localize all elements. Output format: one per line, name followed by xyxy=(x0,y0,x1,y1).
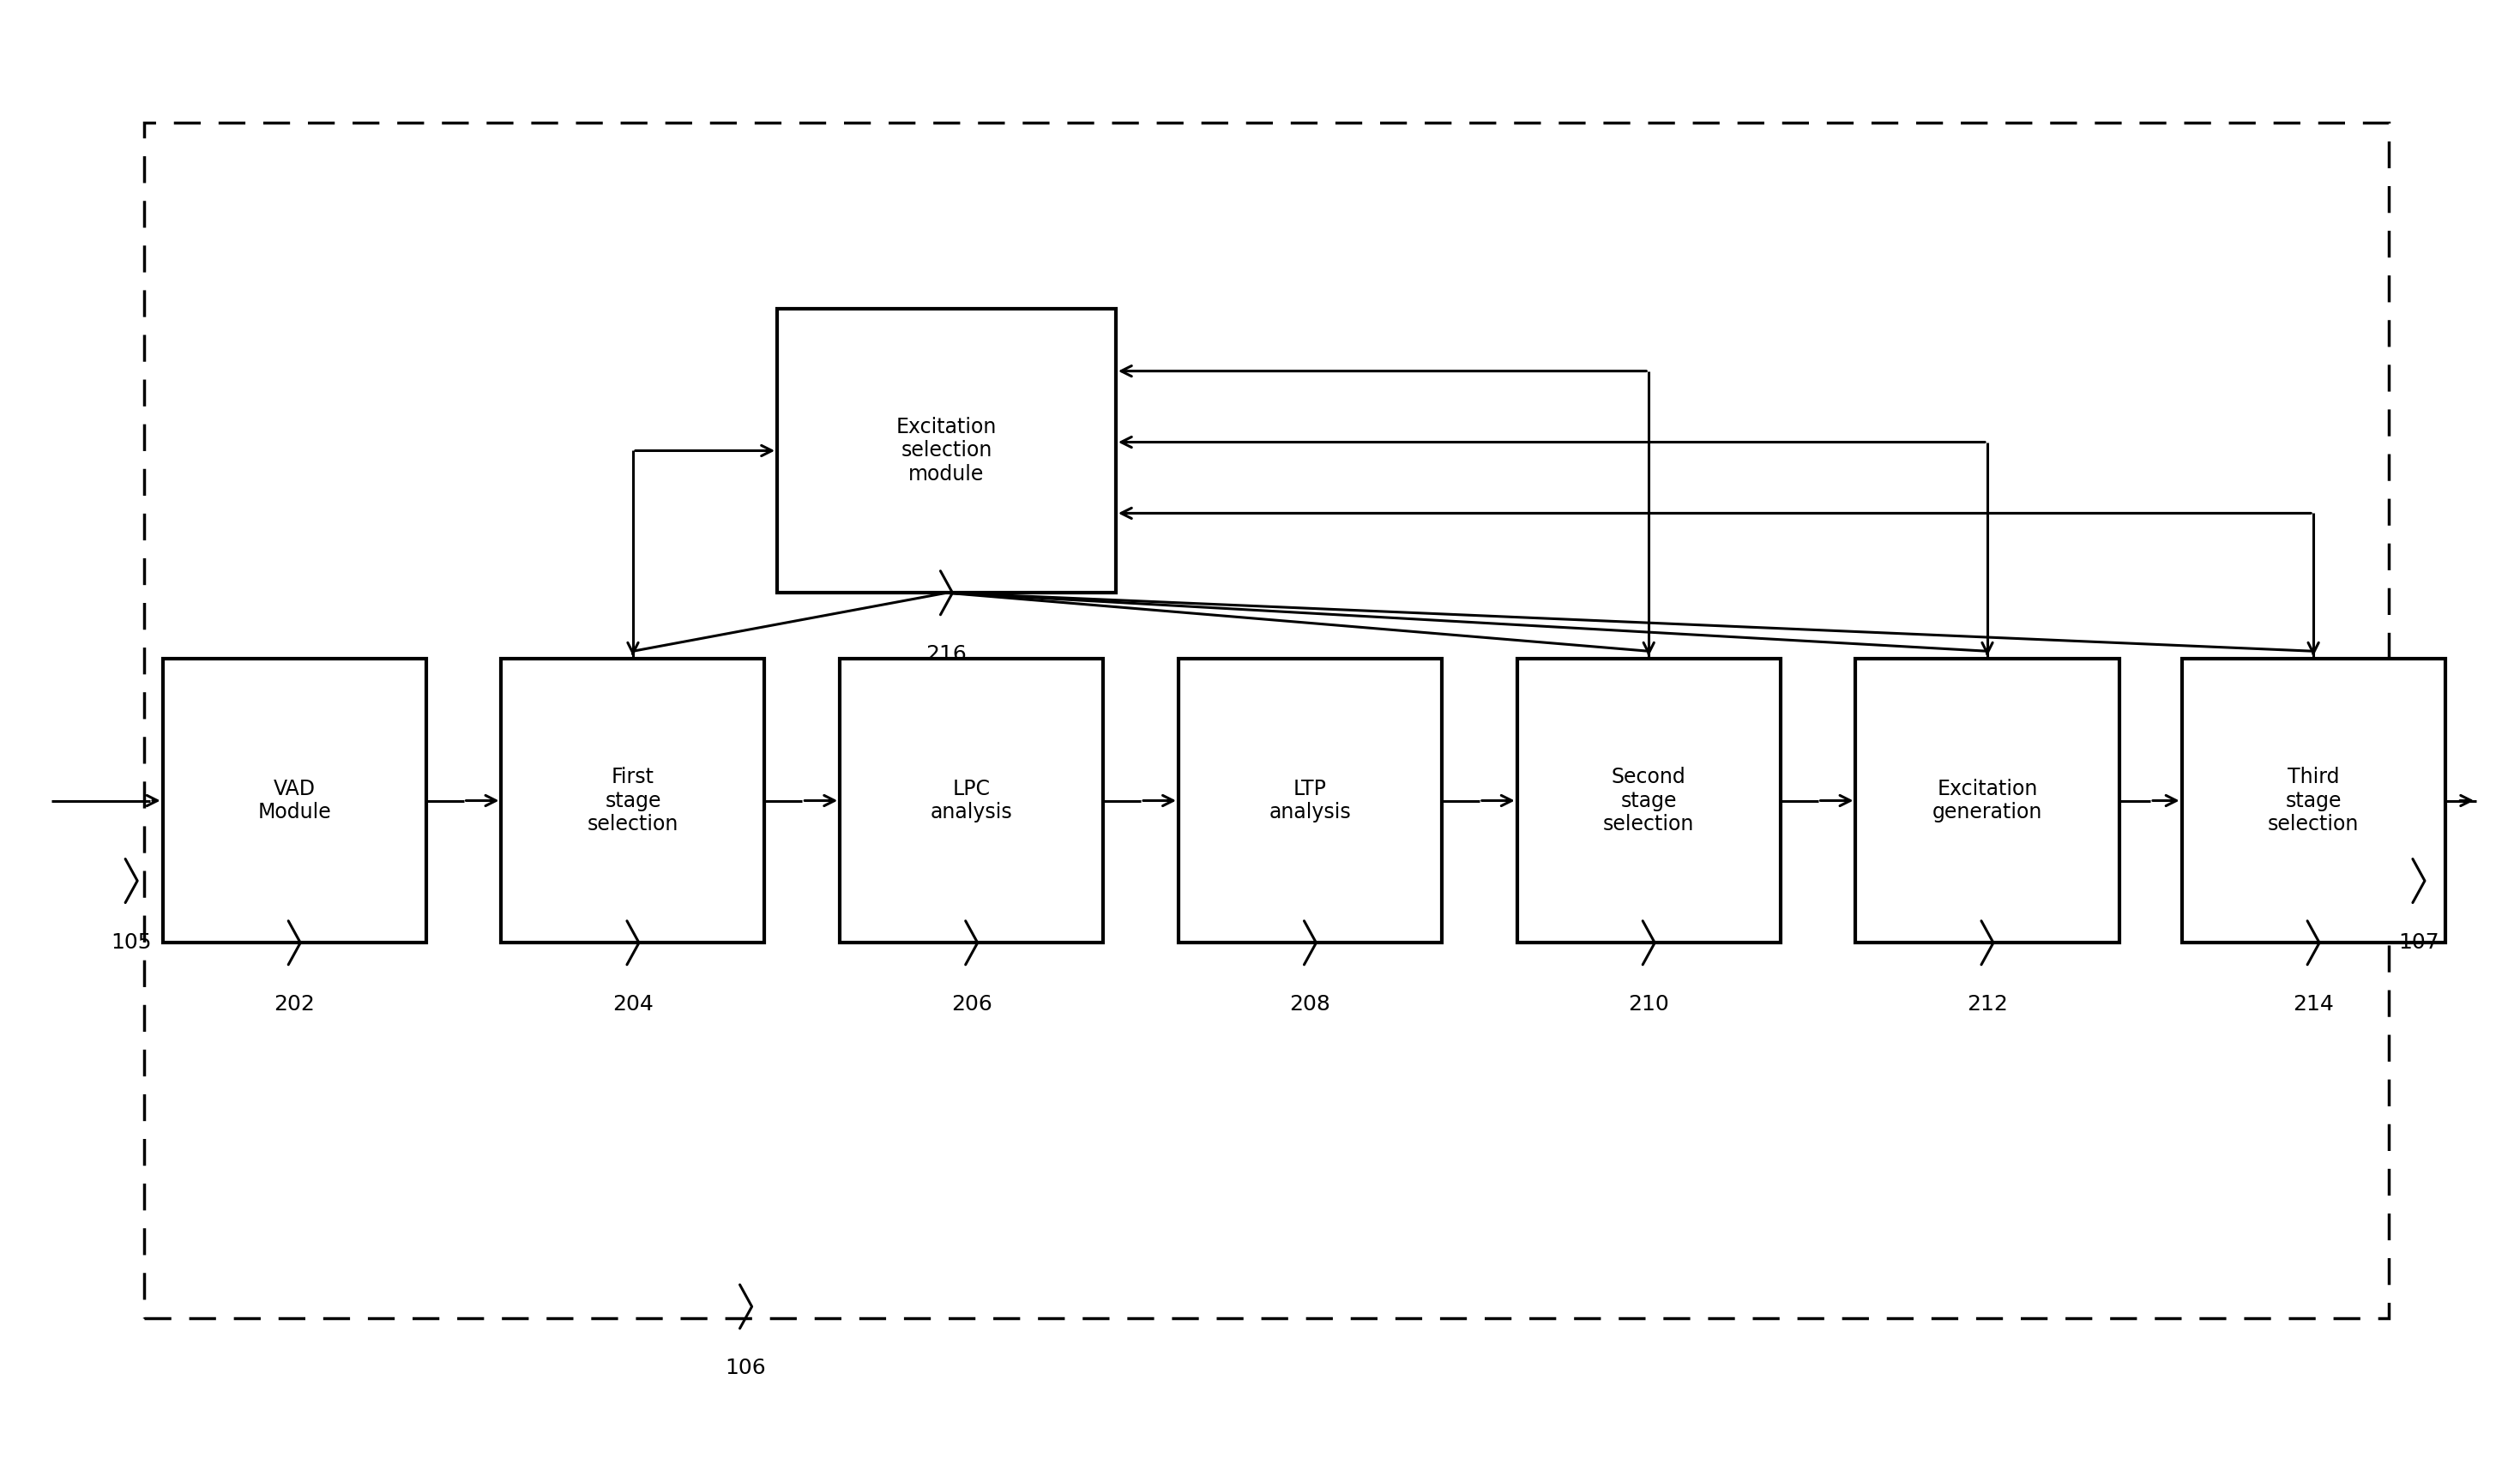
Text: 105: 105 xyxy=(111,932,151,953)
Text: VAD
Module: VAD Module xyxy=(257,779,330,823)
Bar xyxy=(1855,659,2119,942)
Text: LTP
analysis: LTP analysis xyxy=(1270,779,1351,823)
Text: 204: 204 xyxy=(612,994,653,1014)
Bar xyxy=(1517,659,1782,942)
Text: Excitation
generation: Excitation generation xyxy=(1933,779,2041,823)
Text: 208: 208 xyxy=(1290,994,1331,1014)
Text: 107: 107 xyxy=(2399,932,2439,953)
Bar xyxy=(144,122,2389,1319)
Text: 212: 212 xyxy=(1966,994,2008,1014)
Bar xyxy=(2182,659,2444,942)
Text: 106: 106 xyxy=(726,1358,766,1379)
Text: 214: 214 xyxy=(2293,994,2334,1014)
Bar xyxy=(839,659,1104,942)
Bar xyxy=(164,659,426,942)
Text: Third
stage
selection: Third stage selection xyxy=(2268,766,2359,835)
Text: 202: 202 xyxy=(275,994,315,1014)
Text: 216: 216 xyxy=(925,644,968,664)
Text: 206: 206 xyxy=(950,994,993,1014)
Text: 210: 210 xyxy=(1628,994,1668,1014)
Text: First
stage
selection: First stage selection xyxy=(587,766,678,835)
Text: LPC
analysis: LPC analysis xyxy=(930,779,1013,823)
Text: Second
stage
selection: Second stage selection xyxy=(1603,766,1693,835)
Bar xyxy=(1179,659,1441,942)
Text: Excitation
selection
module: Excitation selection module xyxy=(897,416,998,485)
Bar xyxy=(501,659,764,942)
Bar xyxy=(776,309,1116,592)
